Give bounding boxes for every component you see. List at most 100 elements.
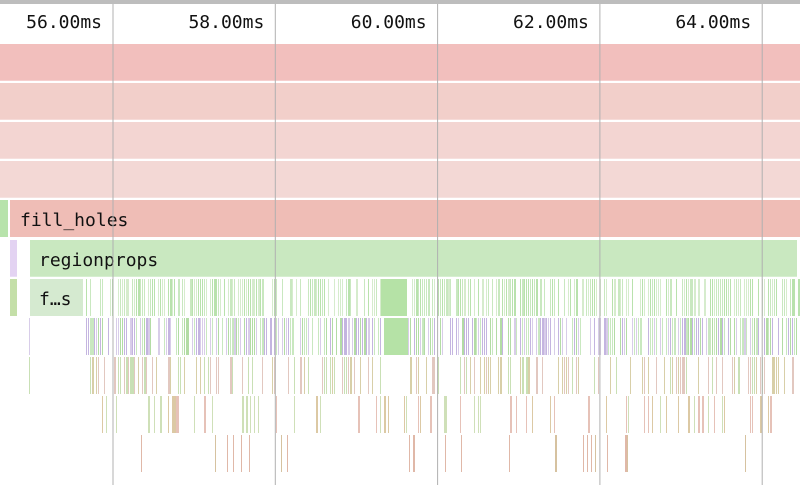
thin-frame: [772, 318, 773, 355]
thin-frame: [92, 357, 94, 394]
thin-frame: [690, 279, 692, 316]
frame[interactable]: [0, 200, 8, 237]
thin-frame: [776, 279, 777, 316]
thin-frame: [466, 318, 467, 355]
thin-frame: [460, 396, 461, 433]
thin-frame: [444, 396, 446, 433]
thin-frame: [144, 279, 145, 316]
thin-frame: [586, 279, 587, 316]
frame[interactable]: [0, 161, 800, 198]
thin-frame: [496, 279, 497, 316]
thin-frame: [376, 279, 377, 316]
thin-frame: [594, 279, 595, 316]
thin-frame: [740, 318, 741, 355]
frame[interactable]: [30, 279, 83, 316]
thin-frame: [208, 357, 209, 394]
thin-frame: [720, 279, 721, 316]
thin-frame: [410, 357, 412, 394]
thin-frame: [736, 279, 737, 316]
thin-frame: [262, 279, 264, 316]
thin-frame: [682, 279, 683, 316]
thin-frame: [607, 435, 608, 472]
thin-frame: [750, 357, 751, 394]
thin-frame: [722, 318, 723, 355]
thin-frame: [750, 279, 751, 316]
thin-frame: [216, 318, 217, 355]
thin-frame: [476, 318, 477, 355]
thin-frame: [442, 279, 443, 316]
thin-frame: [474, 357, 475, 394]
thin-frame: [304, 357, 305, 394]
thin-frame: [442, 318, 443, 355]
frame[interactable]: [30, 240, 797, 277]
thin-frame: [456, 279, 458, 316]
thin-frame: [462, 279, 463, 316]
thin-frame: [612, 279, 613, 316]
thin-frame: [792, 279, 794, 316]
thin-frame: [228, 279, 229, 316]
frame[interactable]: [10, 240, 17, 277]
thin-frame: [484, 318, 485, 355]
thin-frame: [318, 318, 319, 355]
thin-frame: [244, 318, 245, 355]
thin-frame: [228, 318, 229, 355]
thin-frame: [474, 279, 475, 316]
thin-frame: [148, 396, 150, 433]
thin-frame: [310, 279, 311, 316]
thin-frame: [768, 396, 769, 433]
thin-frame: [540, 318, 541, 355]
thin-frame: [648, 396, 649, 433]
thin-frame: [738, 279, 739, 316]
thin-frame: [690, 318, 692, 355]
thin-frame: [116, 318, 117, 355]
thin-frame: [502, 279, 503, 316]
thin-frame: [380, 318, 381, 355]
thin-frame: [158, 279, 159, 316]
thin-frame: [698, 318, 699, 355]
thin-frame: [438, 357, 439, 394]
thin-frame: [508, 318, 509, 355]
time-ruler: 56.00ms 58.00ms 60.00ms 62.00ms 64.00ms: [26, 4, 763, 485]
thin-frame: [536, 279, 538, 316]
frame[interactable]: [10, 200, 800, 237]
thin-frame: [480, 357, 481, 394]
thin-frame: [578, 357, 579, 394]
thin-frame: [134, 279, 135, 316]
frame[interactable]: [384, 318, 408, 355]
thin-frame: [456, 318, 457, 355]
thin-frame: [758, 279, 759, 316]
thin-frame: [192, 318, 193, 355]
thin-frame: [728, 318, 729, 355]
frame[interactable]: [0, 122, 800, 159]
thin-frame: [368, 357, 369, 394]
thin-frame: [200, 279, 201, 316]
thin-frame: [642, 357, 643, 394]
thin-frame: [184, 357, 185, 394]
frame[interactable]: [381, 279, 407, 316]
thin-frame: [312, 279, 313, 316]
thin-frame: [654, 279, 655, 316]
thin-frame: [416, 357, 417, 394]
frame[interactable]: [0, 83, 800, 120]
thin-frame: [760, 396, 762, 433]
thin-frame: [490, 357, 491, 394]
thin-frame: [346, 357, 347, 394]
thin-frame: [146, 357, 147, 394]
thin-frame: [118, 318, 119, 355]
thin-frame: [548, 318, 549, 355]
thin-frame: [404, 396, 405, 433]
thin-frame: [582, 279, 584, 316]
thin-frame: [210, 357, 211, 394]
frame[interactable]: [0, 44, 800, 81]
frame[interactable]: [10, 279, 17, 316]
thin-frame: [233, 435, 234, 472]
thin-frame: [294, 357, 295, 394]
thin-frame: [380, 279, 381, 316]
thin-frame: [90, 279, 91, 316]
thin-frame: [234, 318, 236, 355]
thin-frame: [380, 396, 381, 433]
thin-frame: [418, 396, 419, 433]
thin-frame: [342, 318, 343, 355]
thin-frame: [242, 357, 243, 394]
thin-frame: [652, 318, 653, 355]
